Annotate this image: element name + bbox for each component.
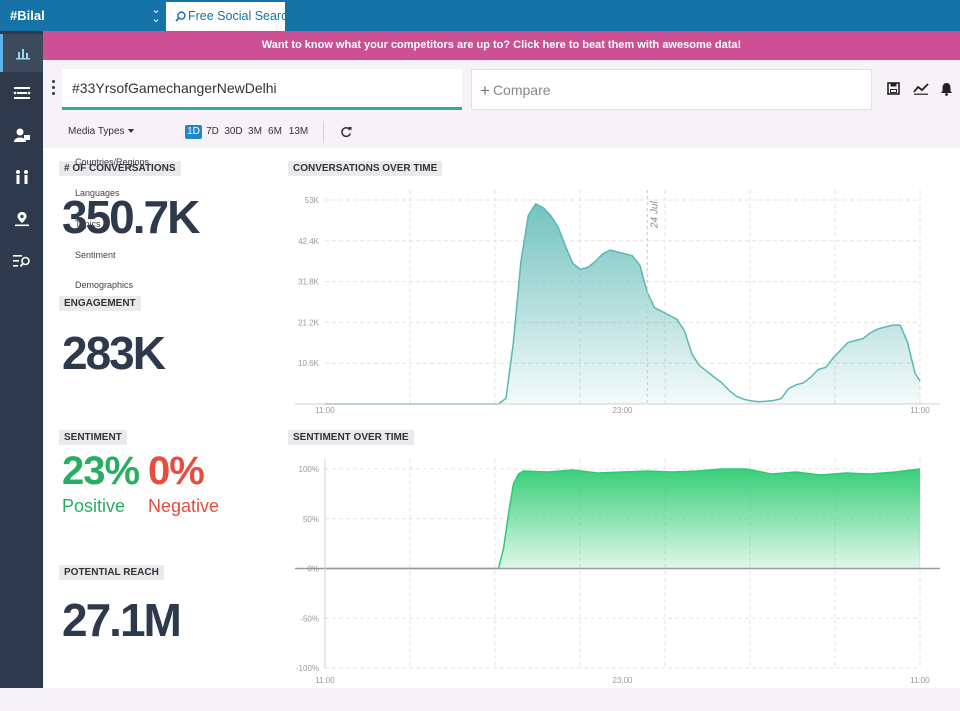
toolbar-icons	[887, 82, 953, 98]
menu-item-languages[interactable]: Languages	[75, 188, 120, 198]
engagement-label: ENGAGEMENT	[59, 296, 141, 311]
menu-item-demographics[interactable]: Demographics	[75, 280, 134, 290]
conversations-chart-title: CONVERSATIONS OVER TIME	[288, 161, 443, 176]
series-area	[325, 203, 920, 404]
engagement-value: 283K	[62, 327, 166, 379]
tab-free-social-search[interactable]: Free Social Search	[166, 2, 294, 31]
sidebar	[0, 31, 43, 688]
y-tick-label: 10.6K	[298, 359, 320, 368]
bell-icon[interactable]	[940, 82, 953, 101]
reach-label: POTENTIAL REACH	[59, 565, 164, 580]
y-tick-label: 21.2K	[298, 318, 320, 327]
negative-percent: 0%	[148, 449, 205, 493]
y-tick-label: 100%	[299, 465, 319, 474]
sentiment-chart-title: SENTIMENT OVER TIME	[288, 430, 414, 445]
sidebar-item-demographics[interactable]	[0, 158, 43, 196]
negative-label: Negative	[148, 496, 220, 516]
caret-down-icon	[127, 129, 134, 133]
sidebar-item-streams[interactable]	[0, 74, 43, 112]
trend-line-icon[interactable]	[913, 82, 929, 100]
y-tick-label: 53K	[305, 196, 320, 205]
bottom-strip	[0, 688, 960, 711]
promo-banner[interactable]: Want to know what your competitors are u…	[43, 31, 960, 60]
compare-label: Compare	[492, 82, 551, 98]
media-types-label: Media Types	[68, 126, 125, 137]
positive-percent: 23%	[62, 449, 140, 493]
x-tick-label: 11:00	[910, 406, 930, 415]
search-query-field[interactable]: #33YrsofGamechangerNewDelhi	[62, 69, 462, 110]
x-tick-label: 23:00	[612, 406, 633, 415]
menu-item-topics[interactable]: Topics	[75, 219, 101, 229]
sidebar-item-analytics[interactable]	[0, 34, 43, 72]
period-1d[interactable]: 1D	[185, 125, 202, 139]
list-search-icon	[12, 255, 30, 268]
tab-label: Free Social Search	[188, 9, 295, 23]
map-pin-icon	[14, 212, 29, 227]
chevron-down-icon[interactable]: ⌄ ⌄	[151, 4, 161, 25]
sidebar-item-search-list[interactable]	[0, 242, 43, 280]
bar-chart-icon	[16, 49, 30, 60]
period-30d[interactable]: 30D	[224, 126, 243, 137]
x-tick-label: 11:00	[315, 406, 335, 415]
y-tick-label: 31.8K	[298, 278, 320, 287]
period-7d[interactable]: 7D	[206, 126, 219, 137]
reach-value: 27.1M	[62, 594, 182, 646]
sidebar-item-locations[interactable]	[0, 200, 43, 238]
top-bar: #Bilal ⌄ ⌄ Free Social Search	[0, 0, 960, 31]
x-tick-label: 11:00	[910, 676, 930, 685]
x-tick-label: 23:00	[612, 676, 633, 685]
sidebar-item-influencers[interactable]	[0, 116, 43, 154]
refresh-icon[interactable]	[340, 125, 352, 138]
compare-field[interactable]: + Compare	[471, 69, 872, 110]
sentiment-label: SENTIMENT	[59, 430, 127, 445]
media-types-dropdown[interactable]: Media Types	[68, 126, 134, 137]
conversations-chart: 10.6K 21.2K 31.8K 42.4K 53K 11:00 23:00 11:00 24…	[295, 190, 940, 415]
plus-icon: +	[480, 81, 490, 100]
stream-icon	[13, 87, 30, 99]
period-13m[interactable]: 13M	[288, 126, 309, 137]
y-tick-label: 42.4K	[298, 237, 320, 246]
conversations-value: 350.7K	[62, 191, 200, 243]
positive-label: Positive	[62, 496, 126, 516]
divider	[323, 121, 324, 143]
search-icon	[175, 11, 186, 22]
series-line	[325, 468, 921, 570]
people-icon	[15, 170, 28, 184]
y-tick-label: -50%	[300, 614, 319, 623]
results-panel	[44, 148, 960, 688]
menu-item-countries[interactable]: Countries/Regions	[75, 157, 150, 167]
menu-item-sentiment[interactable]: Sentiment	[75, 250, 116, 260]
brand-title[interactable]: #Bilal	[10, 8, 45, 23]
date-annotation-label: 24 Jul	[649, 201, 660, 229]
series-line	[325, 202, 921, 405]
y-tick-label: -100%	[296, 664, 319, 673]
period-3m[interactable]: 3M	[248, 126, 262, 137]
conversations-label: # OF CONVERSATIONS	[59, 161, 181, 176]
save-icon[interactable]	[887, 82, 900, 100]
period-6m[interactable]: 6M	[268, 126, 282, 137]
y-tick-label: 50%	[303, 515, 319, 524]
more-options-icon[interactable]	[50, 80, 56, 98]
x-tick-label: 11:00	[315, 676, 335, 685]
user-card-icon	[13, 128, 30, 142]
series-area	[325, 469, 920, 569]
